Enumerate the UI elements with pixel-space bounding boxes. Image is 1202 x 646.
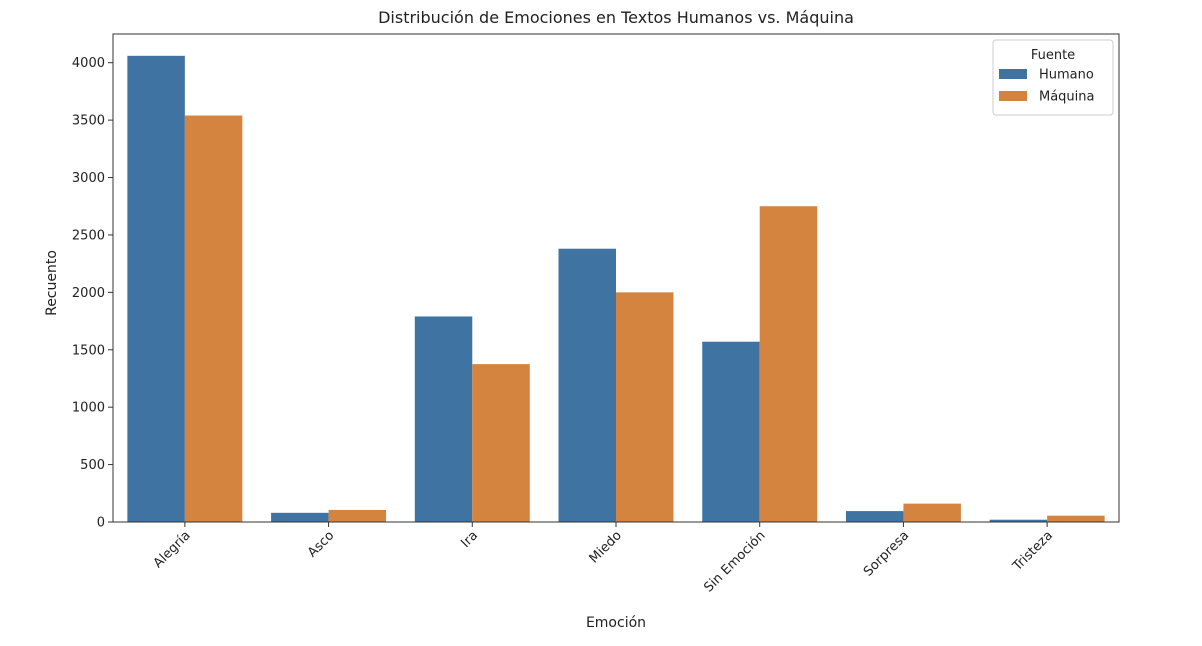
y-tick-label: 2000 [72,286,105,301]
y-tick-label: 0 [97,516,105,531]
y-tick-label: 1000 [72,401,105,416]
x-tick-label: Sin Emoción [701,528,768,595]
bar-m-quina-1 [328,509,387,522]
x-axis: Alegría Asco Ira Miedo Sin Emoción Sorpresa Tr… [151,522,1056,595]
x-tick-label: Asco [305,528,337,560]
x-tick-label: Alegría [151,528,194,571]
x-axis-label: Emoción [586,615,646,631]
bar-humano-2 [414,316,473,522]
bar-m-quina-2 [472,364,530,522]
bar-m-quina-6 [1047,515,1105,522]
y-tick-label: 2500 [72,228,105,243]
y-tick-label: 4000 [72,56,105,71]
y-tick-label: 3500 [72,114,105,129]
y-axis: 0 500 1000 1500 2000 2500 3000 3500 4000 [72,56,113,531]
legend-swatch-0 [999,69,1027,79]
y-tick-label: 1500 [72,343,105,358]
bar-m-quina-0 [184,115,243,522]
legend-label-0: Humano [1039,68,1094,83]
bar-m-quina-5 [903,503,961,522]
bar-m-quina-4 [759,206,818,522]
bar-humano-5 [845,511,904,522]
y-axis-label: Recuento [44,250,60,316]
x-tick-label: Sorpresa [861,528,912,579]
legend-swatch-1 [999,91,1027,101]
chart-title: Distribución de Emociones en Textos Huma… [378,8,854,27]
y-tick-label: 500 [80,458,105,473]
plot-area [112,33,1120,523]
x-tick-label: Miedo [587,528,625,566]
x-tick-label: Ira [458,528,481,551]
bar-humano-1 [271,512,329,522]
y-tick-label: 3000 [72,171,105,186]
legend-label-1: Máquina [1039,90,1095,105]
bar-humano-6 [989,519,1048,522]
bar-m-quina-3 [616,292,674,522]
legend-title: Fuente [1031,48,1075,63]
legend: Fuente Humano Máquina [992,39,1114,116]
bar-humano-0 [127,55,185,523]
bar-humano-3 [558,248,616,522]
bar-humano-4 [702,341,760,522]
x-tick-label: Tristeza [1010,528,1056,574]
